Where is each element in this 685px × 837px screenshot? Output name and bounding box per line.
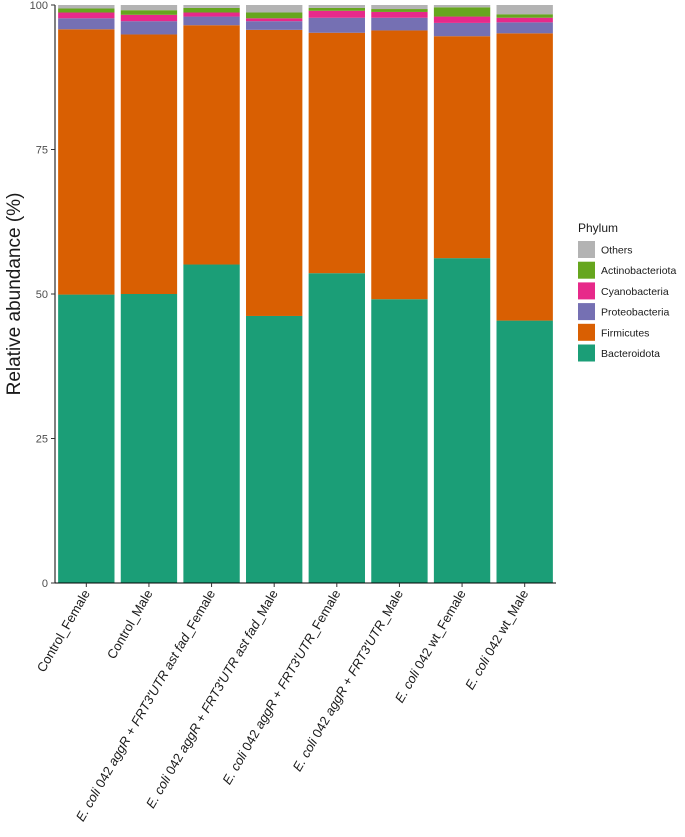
x-tick-label: Control_Female	[34, 587, 93, 675]
bar-segment-bacteroidota-2	[120, 294, 178, 583]
bar-segment-actinobacteriota-4	[246, 12, 303, 19]
bar-segment-others-6	[371, 5, 428, 10]
y-tick-label: 75	[36, 145, 48, 157]
bar-segment-cyanobacteria-5	[308, 10, 365, 18]
bar-segment-proteobacteria-2	[120, 21, 178, 35]
x-tick-label: E. coli 042 aggR + FRT3'UTR_Female	[219, 587, 343, 787]
bar-segment-bacteroidota-1	[58, 294, 115, 583]
legend-key-firmicutes	[578, 323, 595, 341]
bar-segment-firmicutes-1	[58, 29, 115, 295]
y-ticks-group: 0 25 50 75 100	[30, 0, 55, 590]
legend-label-firmicutes: Firmicutes	[601, 327, 649, 339]
bar-segment-actinobacteriota-6	[371, 9, 428, 12]
bar-segment-bacteroidota-3	[183, 264, 240, 583]
legend-label-others: Others	[601, 245, 633, 257]
bars-group	[58, 5, 553, 583]
legend-label-actinobacteriota: Actinobacteriota	[601, 265, 676, 277]
bar-segment-actinobacteriota-8	[496, 14, 553, 18]
y-tick-label: 0	[42, 578, 48, 590]
bar-segment-others-5	[308, 5, 365, 8]
y-axis-title: Relative abundance (%)	[4, 193, 25, 396]
legend-title: Phylum	[578, 221, 618, 235]
legend-key-proteobacteria	[578, 303, 595, 321]
bar-segment-firmicutes-5	[308, 32, 365, 274]
bar-segment-actinobacteriota-1	[58, 8, 115, 13]
bar-segment-proteobacteria-3	[183, 16, 240, 26]
bar-segment-firmicutes-7	[433, 36, 491, 259]
bar-segment-cyanobacteria-4	[246, 18, 303, 22]
bar-segment-cyanobacteria-6	[371, 11, 428, 18]
bar-segment-cyanobacteria-1	[58, 12, 115, 19]
legend-key-bacteroidota	[578, 344, 595, 362]
bar-segment-bacteroidota-4	[246, 315, 303, 583]
bar-segment-bacteroidota-6	[371, 299, 428, 583]
y-tick-label: 50	[36, 289, 48, 301]
bar-segment-firmicutes-2	[120, 34, 178, 294]
bar-segment-bacteroidota-5	[308, 273, 365, 583]
bar-segment-proteobacteria-1	[58, 18, 115, 30]
legend-key-cyanobacteria	[578, 282, 595, 300]
legend-key-others	[578, 241, 595, 258]
bar-segment-firmicutes-3	[183, 25, 240, 265]
bar-segment-firmicutes-8	[496, 33, 553, 321]
y-tick-label: 100	[30, 0, 48, 12]
bar-segment-actinobacteriota-7	[433, 7, 491, 17]
bar-segment-bacteroidota-7	[433, 258, 491, 583]
legend: Phylum Others Actinobacteriota Cyanobacter…	[578, 221, 676, 362]
bar-segment-others-3	[183, 5, 240, 8]
legend-label-cyanobacteria: Cyanobacteria	[601, 286, 669, 298]
bar-segment-cyanobacteria-2	[120, 14, 178, 22]
bar-segment-proteobacteria-4	[246, 21, 303, 30]
bar-segment-proteobacteria-5	[308, 17, 365, 33]
x-tick-label: E. coli 042 wt_Male	[462, 587, 531, 692]
legend-key-actinobacteriota	[578, 261, 595, 279]
bar-segment-others-2	[120, 5, 178, 11]
bar-segment-actinobacteriota-3	[183, 7, 240, 13]
bar-segment-cyanobacteria-3	[183, 12, 240, 17]
x-tick-label: E. coli 042 aggR + FRT3'UTR ast fad_Fema…	[73, 587, 218, 824]
bar-segment-cyanobacteria-7	[433, 16, 491, 23]
bar-segment-actinobacteriota-5	[308, 7, 365, 11]
bar-segment-proteobacteria-8	[496, 22, 553, 34]
bar-segment-firmicutes-6	[371, 30, 428, 300]
bar-segment-others-7	[433, 5, 491, 8]
x-tick-label: Control_Male	[104, 587, 156, 661]
y-tick-label: 25	[36, 434, 48, 446]
legend-label-proteobacteria: Proteobacteria	[601, 307, 669, 319]
bar-segment-actinobacteriota-2	[120, 10, 178, 15]
bar-segment-proteobacteria-7	[433, 22, 491, 37]
x-tick-label: E. coli 042 wt_Female	[392, 587, 469, 705]
x-tick-label: E. coli 042 aggR + FRT3'UTR ast fad_Male	[143, 587, 281, 811]
bar-segment-others-1	[58, 5, 115, 9]
bar-segment-others-8	[496, 5, 553, 15]
bar-segment-firmicutes-4	[246, 29, 303, 316]
bar-segment-others-4	[246, 5, 303, 13]
bar-segment-cyanobacteria-8	[496, 17, 553, 23]
bar-segment-proteobacteria-6	[371, 17, 428, 31]
bar-segment-bacteroidota-8	[496, 320, 553, 583]
x-tick-label: E. coli 042 aggR + FRT3'UTR_Male	[289, 587, 406, 774]
legend-label-bacteroidota: Bacteroidota	[601, 348, 660, 360]
